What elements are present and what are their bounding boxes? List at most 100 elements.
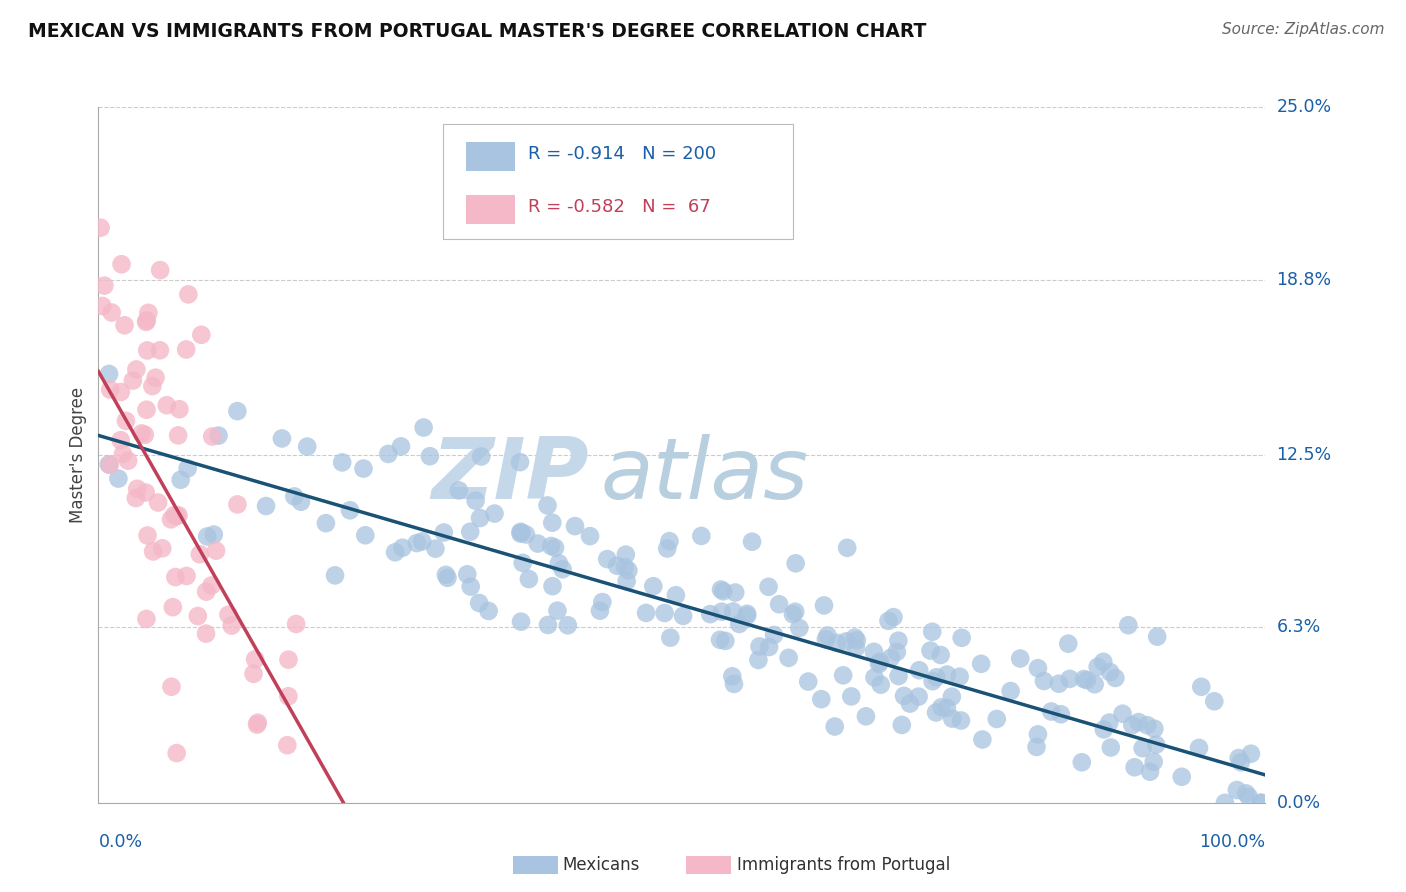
Point — [1111, 706, 1133, 721]
Point — [127, 482, 149, 496]
Point — [411, 534, 433, 549]
Point — [741, 534, 763, 549]
Point — [285, 617, 308, 632]
FancyBboxPatch shape — [465, 194, 515, 224]
Point — [758, 640, 780, 654]
Point — [468, 596, 491, 610]
Text: Immigrants from Portugal: Immigrants from Portugal — [737, 856, 950, 874]
Point — [710, 605, 733, 619]
Text: 12.5%: 12.5% — [1277, 446, 1331, 464]
Point — [107, 472, 129, 486]
Point — [855, 709, 877, 723]
Point — [456, 567, 478, 582]
Point — [723, 605, 745, 619]
Point — [353, 461, 375, 475]
Point — [384, 545, 406, 559]
Point — [93, 278, 115, 293]
Point — [134, 427, 156, 442]
Point — [187, 609, 209, 624]
Point — [283, 490, 305, 504]
Point — [188, 547, 211, 561]
Point — [142, 544, 165, 558]
Point — [207, 428, 229, 442]
Point — [110, 384, 132, 399]
Point — [470, 450, 492, 464]
Point — [1170, 770, 1192, 784]
Point — [880, 650, 903, 665]
Point — [1128, 715, 1150, 730]
Point — [195, 626, 218, 640]
Point — [1076, 673, 1098, 687]
Text: 18.8%: 18.8% — [1277, 270, 1331, 289]
Point — [111, 447, 134, 461]
Point — [1204, 694, 1226, 708]
Point — [98, 367, 121, 381]
Point — [659, 631, 682, 645]
Point — [758, 580, 780, 594]
Point — [136, 528, 159, 542]
Point — [887, 633, 910, 648]
Point — [1084, 677, 1107, 691]
Point — [136, 343, 159, 358]
Point — [115, 414, 138, 428]
Point — [907, 690, 929, 704]
Point — [643, 579, 665, 593]
Point — [176, 569, 198, 583]
Point — [546, 604, 568, 618]
Point — [844, 631, 866, 645]
Point — [277, 653, 299, 667]
Point — [202, 527, 225, 541]
Point — [925, 706, 948, 720]
Point — [90, 220, 112, 235]
Point — [1230, 756, 1253, 770]
Point — [150, 541, 173, 556]
Point — [121, 374, 143, 388]
Point — [323, 568, 346, 582]
Point — [920, 643, 942, 657]
Point — [433, 525, 456, 540]
Point — [1032, 673, 1054, 688]
Text: 0.0%: 0.0% — [1277, 794, 1320, 812]
Point — [1092, 723, 1115, 737]
Point — [141, 379, 163, 393]
Point — [125, 362, 148, 376]
Point — [690, 529, 713, 543]
Point — [813, 599, 835, 613]
Point — [434, 567, 457, 582]
Point — [540, 539, 562, 553]
Point — [921, 674, 943, 689]
Point — [723, 677, 745, 691]
Point — [277, 690, 299, 704]
Point — [1250, 796, 1272, 810]
Point — [1040, 705, 1063, 719]
Point — [1227, 751, 1250, 765]
FancyBboxPatch shape — [443, 124, 793, 239]
Point — [174, 343, 197, 357]
Point — [768, 597, 790, 611]
Point — [138, 306, 160, 320]
Point — [1226, 783, 1249, 797]
Point — [117, 453, 139, 467]
Point — [1047, 677, 1070, 691]
Point — [354, 528, 377, 542]
Point — [330, 455, 353, 469]
Point — [672, 608, 695, 623]
Point — [1213, 796, 1236, 810]
Point — [665, 588, 688, 602]
Point — [970, 657, 993, 671]
Point — [135, 315, 157, 329]
Point — [596, 552, 619, 566]
Point — [541, 516, 564, 530]
Point — [541, 579, 564, 593]
Point — [887, 669, 910, 683]
Point — [226, 404, 249, 418]
Point — [735, 608, 758, 623]
Point — [868, 657, 890, 671]
Point — [1237, 789, 1260, 804]
Point — [246, 715, 269, 730]
Point — [166, 746, 188, 760]
Point — [162, 600, 184, 615]
Point — [276, 738, 298, 752]
Text: Source: ZipAtlas.com: Source: ZipAtlas.com — [1222, 22, 1385, 37]
Point — [1189, 680, 1212, 694]
